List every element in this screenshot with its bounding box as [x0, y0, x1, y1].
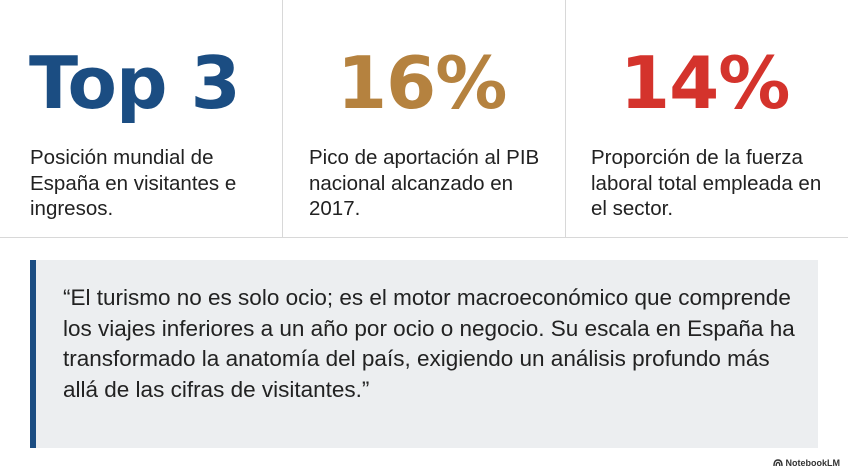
stat-description-employment: Proporción de la fuerza laboral total em… [591, 146, 822, 220]
stat-value-ranking: Top 3 [29, 41, 241, 125]
stat-card-gdp: 16% Pico de aportación al PIB nacional a… [283, 0, 566, 237]
notebooklm-watermark: NotebookLM [772, 458, 841, 468]
stats-row: Top 3 Posición mundial de España en visi… [0, 0, 848, 238]
notebooklm-label: NotebookLM [785, 458, 841, 468]
quote-text: “El turismo no es solo ocio; es el motor… [63, 285, 795, 402]
stat-value-employment: 14% [620, 41, 790, 125]
notebooklm-logo-icon [772, 459, 783, 467]
stat-description-gdp: Pico de aportación al PIB nacional alcan… [309, 146, 540, 220]
stat-card-employment: 14% Proporción de la fuerza laboral tota… [566, 0, 848, 237]
stat-description-ranking: Posición mundial de España en visitantes… [30, 146, 237, 220]
quote-block: “El turismo no es solo ocio; es el motor… [30, 260, 818, 448]
stat-value-gdp: 16% [337, 41, 507, 125]
stat-card-ranking: Top 3 Posición mundial de España en visi… [0, 0, 283, 237]
